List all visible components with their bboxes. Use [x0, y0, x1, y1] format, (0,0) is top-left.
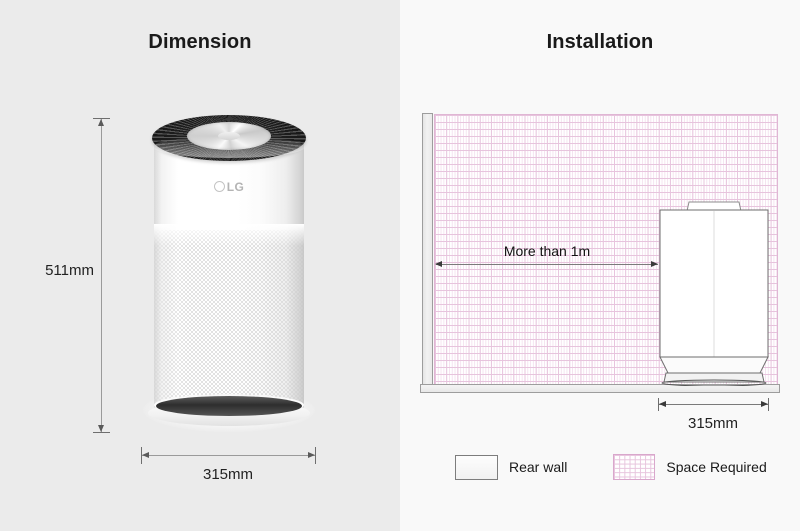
dimension-panel-title: Dimension — [148, 31, 252, 53]
purifier-center-hub — [218, 132, 240, 140]
width-tick-left — [141, 447, 142, 464]
install-width-arrow-left-icon — [659, 401, 666, 407]
purifier-mesh-grille — [154, 230, 304, 406]
height-tick-top — [93, 118, 110, 119]
purifier-base-flare-outline — [659, 356, 769, 374]
legend-label-rear-wall: Rear wall — [509, 459, 568, 475]
spacing-dimension-line — [436, 264, 658, 265]
height-tick-bottom — [93, 432, 110, 433]
purifier-outline-svg — [659, 201, 769, 387]
width-arrow-right-icon — [308, 452, 315, 458]
spacing-arrow-left-icon — [435, 261, 442, 267]
floor-line — [420, 384, 780, 393]
brand-logo-text: LG — [226, 180, 245, 194]
panel-dimension: Dimension LG 511mm — [0, 0, 400, 531]
legend: Rear wall Space Required — [455, 448, 775, 486]
rear-wall — [422, 113, 433, 386]
install-width-tick-left — [658, 398, 659, 411]
space-required-grid — [434, 114, 778, 385]
spacing-arrow-right-icon — [651, 261, 658, 267]
space-required-swatch-icon — [613, 454, 656, 480]
install-width-arrow-right-icon — [761, 401, 768, 407]
legend-item-space-required: Space Required — [613, 454, 767, 480]
height-arrow-down-icon — [98, 425, 104, 432]
height-arrow-up-icon — [98, 119, 104, 126]
installation-panel-title: Installation — [546, 31, 654, 53]
spacing-dimension-label: More than 1m — [503, 243, 591, 259]
brand-logo: LG — [139, 180, 319, 194]
lg-circle-icon — [213, 181, 225, 192]
width-tick-right — [315, 447, 316, 464]
legend-item-rear-wall: Rear wall — [455, 454, 568, 480]
rear-wall-swatch-icon — [455, 454, 498, 480]
width-dimension-line — [141, 455, 315, 456]
height-dimension-line — [101, 118, 102, 432]
width-arrow-left-icon — [142, 452, 149, 458]
height-dimension-label: 511mm — [45, 262, 94, 279]
air-purifier-illustration: LG — [139, 112, 319, 432]
install-width-tick-right — [768, 398, 769, 411]
installed-purifier-outline — [656, 200, 772, 387]
install-width-dimension-line — [658, 404, 768, 405]
purifier-base-ring — [156, 396, 302, 416]
install-width-dimension-label: 315mm — [687, 415, 739, 432]
legend-label-space-required: Space Required — [666, 459, 767, 475]
width-dimension-label: 315mm — [202, 466, 254, 483]
